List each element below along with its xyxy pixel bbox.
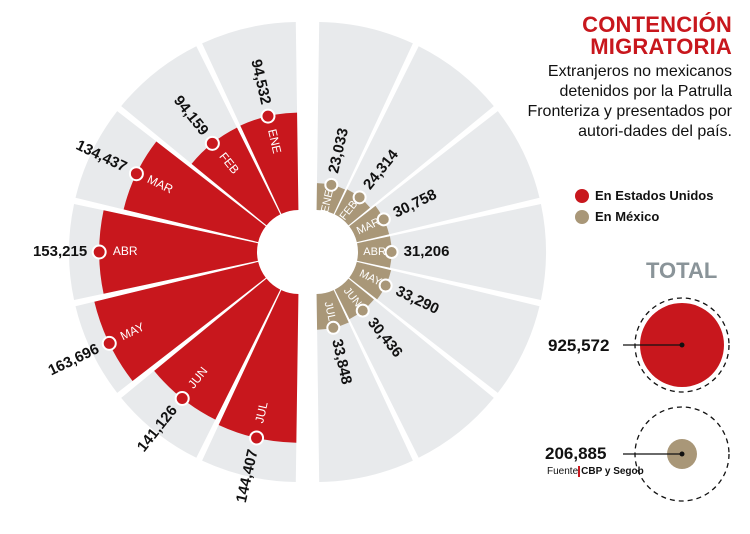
us-marker-may — [101, 335, 117, 351]
mx-marker-may — [378, 278, 393, 293]
total-us-value: 925,572 — [548, 336, 610, 355]
source-prefix: Fuente — [547, 466, 579, 477]
chart-subtitle: Extranjeros no mexicanos detenidos por l… — [527, 63, 732, 140]
mx-track-ene — [316, 22, 413, 214]
us-bar-ene — [240, 112, 299, 214]
us-bar-abr — [99, 210, 258, 294]
us-bar-jul — [218, 290, 299, 443]
us-marker-feb — [204, 135, 220, 151]
total-mx-value: 206,885 — [545, 444, 607, 463]
us-month-label: ABR — [113, 244, 138, 258]
mx-bar-feb — [334, 189, 371, 226]
source-name: CBP y Segob — [578, 466, 644, 477]
us-bar-mar — [123, 141, 266, 243]
chart-title: CONTENCIÓN MIGRATORIA — [582, 14, 732, 58]
legend-label-mx: En México — [595, 209, 660, 224]
title-line-1: CONTENCIÓN — [582, 12, 732, 37]
legend-swatch-us — [575, 188, 589, 203]
us-value-label: 153,215 — [33, 243, 87, 260]
mx-track-abr — [357, 203, 546, 301]
mx-bar-jul — [316, 290, 349, 330]
mx-track-jun — [334, 278, 494, 458]
us-marker-ene — [260, 108, 276, 124]
us-bar-jun — [154, 278, 281, 420]
total-mx-center-dot — [679, 451, 685, 457]
us-bar-may — [94, 261, 266, 381]
us-value-label: 163,696 — [46, 340, 102, 379]
us-marker-mar — [128, 166, 144, 182]
us-month-label: ENE — [265, 128, 284, 155]
mx-value-label: 31,206 — [404, 243, 450, 260]
mx-track-feb — [334, 46, 494, 226]
mx-marker-jul — [326, 320, 341, 335]
legend-item-us: En Estados Unidos — [575, 185, 713, 206]
us-bar-feb — [191, 127, 281, 226]
mx-marker-jun — [355, 303, 370, 318]
legend: En Estados Unidos En México — [575, 185, 713, 227]
mx-track-may — [349, 261, 540, 393]
mx-marker-feb — [352, 190, 367, 205]
mx-track-jul — [316, 290, 413, 482]
total-us-center-dot — [679, 342, 685, 348]
total-heading: TOTAL — [646, 258, 718, 283]
mx-month-label: JUL — [322, 300, 338, 322]
mx-bar-abr — [357, 236, 392, 268]
legend-swatch-mx — [575, 209, 589, 224]
title-line-2: MIGRATORIA — [590, 34, 732, 59]
mx-bar-ene — [316, 183, 346, 214]
mx-marker-ene — [324, 177, 339, 192]
us-month-label: JUL — [252, 400, 270, 424]
legend-item-mx: En México — [575, 206, 713, 227]
us-marker-jun — [174, 390, 190, 406]
us-marker-abr — [91, 244, 107, 260]
source-note: Fuente CBP y Segob — [547, 466, 644, 477]
mx-month-label: ENE — [319, 189, 336, 214]
mx-month-label: ABR — [363, 246, 386, 258]
legend-label-us: En Estados Unidos — [595, 188, 714, 203]
mx-marker-mar — [376, 212, 391, 227]
mx-track-mar — [349, 111, 540, 243]
us-marker-jul — [249, 430, 265, 446]
mx-marker-abr — [384, 245, 399, 259]
